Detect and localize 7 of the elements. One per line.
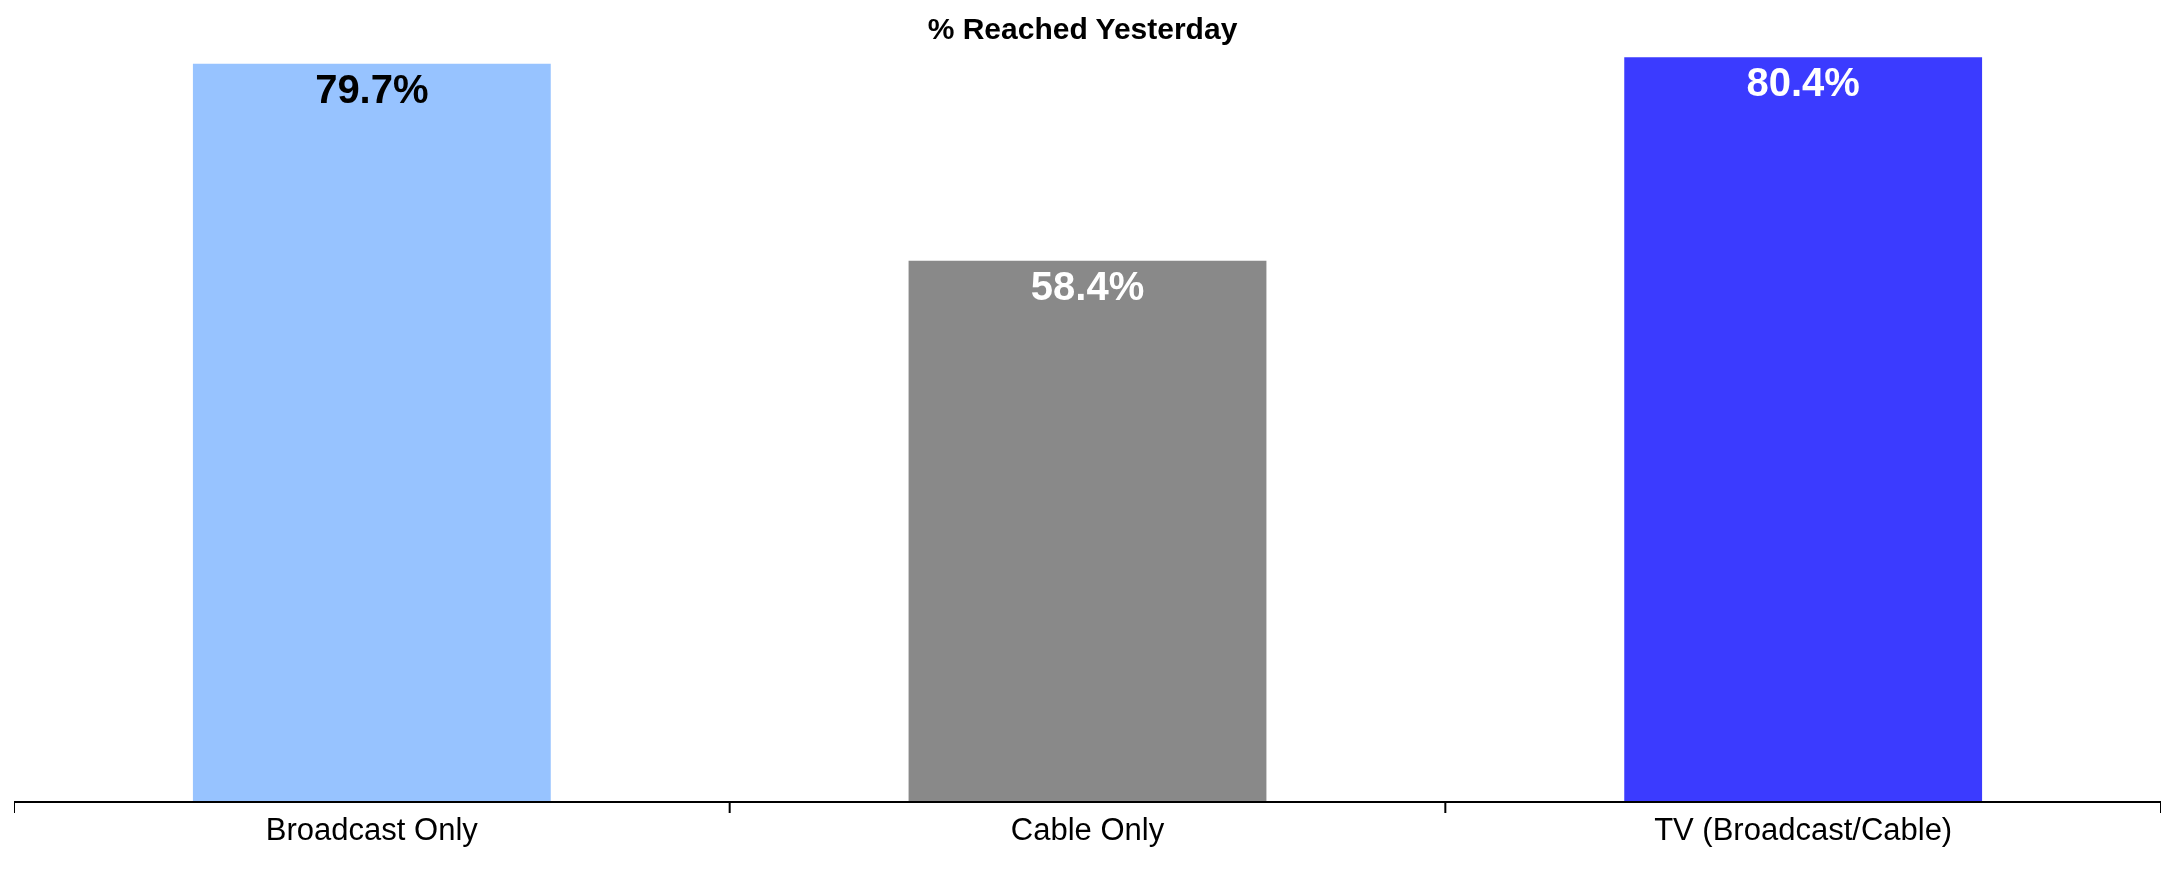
chart-title: % Reached Yesterday [927, 11, 1238, 45]
x-tick-label: TV (Broadcast/Cable) [1654, 812, 1953, 848]
data-label: 58.4% [1030, 263, 1145, 308]
data-label: 80.4% [1746, 60, 1860, 105]
data-label: 79.7% [315, 66, 429, 111]
x-tick-label: Cable Only [1010, 812, 1165, 848]
x-tick-label: Broadcast Only [265, 812, 479, 848]
